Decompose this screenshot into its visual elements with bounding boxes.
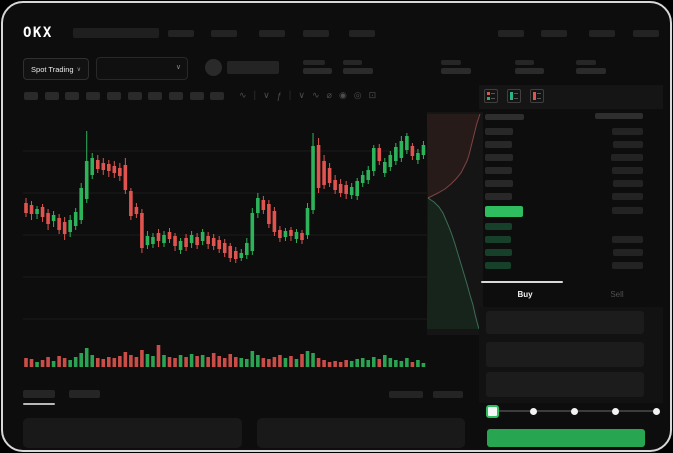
stat-label-placeholder — [441, 60, 461, 65]
ask-amount-placeholder — [612, 128, 643, 135]
timeframe-button[interactable] — [210, 92, 225, 100]
timeframe-button[interactable] — [148, 92, 163, 100]
okx-logo[interactable]: OKX — [23, 25, 53, 41]
chart-type-chevron-icon[interactable]: ∨ — [263, 90, 270, 100]
ask-price-placeholder — [485, 141, 512, 148]
nav-utility-placeholder[interactable] — [589, 30, 615, 37]
line-chart-icon[interactable]: ∿ — [239, 90, 247, 100]
settings-icon[interactable]: ◎ — [353, 90, 362, 100]
nav-utility-placeholder[interactable] — [633, 30, 659, 37]
pair-avatar — [205, 59, 222, 76]
market-type-label: Spot Trading — [31, 64, 74, 74]
bottom-panel-control-0[interactable] — [389, 391, 423, 398]
ask-amount-placeholder — [612, 193, 643, 200]
last-price-badge — [485, 206, 523, 217]
nav-utility-placeholder[interactable] — [498, 30, 524, 37]
bottom-info-panel-1 — [257, 418, 465, 448]
bid-price-placeholder — [485, 236, 511, 243]
stat-label-placeholder — [303, 60, 325, 65]
book-bids-icon[interactable] — [507, 89, 521, 103]
pair-name-placeholder — [227, 61, 279, 74]
stat-label-placeholder — [576, 60, 596, 65]
book-asks-icon[interactable] — [530, 89, 544, 103]
timeframe-button[interactable] — [127, 92, 142, 100]
slider-step-dot[interactable] — [529, 407, 537, 415]
slider-step-dot[interactable] — [570, 407, 578, 415]
nav-item-placeholder[interactable] — [303, 30, 329, 37]
ask-price-placeholder — [485, 180, 513, 187]
toolbar-separator: | — [288, 90, 292, 101]
nav-item-placeholder[interactable] — [349, 30, 375, 37]
bottom-tab-0[interactable] — [23, 390, 55, 398]
bid-price-placeholder — [485, 262, 511, 269]
nav-utility-placeholder[interactable] — [541, 30, 567, 37]
bottom-info-panel-0 — [23, 418, 242, 448]
stat-value-placeholder — [343, 68, 373, 74]
stat-value-placeholder — [515, 68, 544, 74]
ask-price-placeholder — [485, 167, 512, 174]
orderbook-col-header-price — [485, 114, 524, 120]
nav-item-placeholder[interactable] — [168, 30, 194, 37]
slider-handle[interactable] — [485, 405, 499, 418]
overlay-icon[interactable]: ∿ — [311, 90, 320, 100]
bottom-active-tab-underline — [23, 403, 55, 405]
bottom-tab-1[interactable] — [69, 390, 100, 398]
slider-step-dot[interactable] — [611, 407, 619, 415]
indicators-icon[interactable]: ƒ — [276, 90, 282, 101]
book-combined-icon[interactable] — [484, 89, 498, 103]
trading-pair-selector[interactable]: ∨ — [96, 57, 188, 80]
search-input[interactable] — [73, 28, 159, 38]
chevron-down-icon: ∨ — [76, 66, 81, 73]
ask-amount-placeholder — [613, 180, 643, 187]
timeframe-button[interactable] — [65, 92, 80, 100]
timeframe-button[interactable] — [189, 92, 204, 100]
stat-label-placeholder — [515, 60, 534, 65]
indicators-chevron-icon[interactable]: ∨ — [298, 90, 305, 100]
bid-price-placeholder — [485, 223, 512, 230]
stat-label-placeholder — [343, 60, 362, 65]
timeframe-button[interactable] — [86, 92, 101, 100]
nav-item-placeholder[interactable] — [259, 30, 285, 37]
ask-price-placeholder — [485, 128, 513, 135]
ask-amount-placeholder — [613, 141, 643, 148]
candlestick-chart[interactable] — [3, 3, 672, 452]
bid-amount-placeholder — [613, 249, 643, 256]
orderbook-mode-switcher — [484, 89, 544, 103]
orderbook-col-header-amount — [595, 113, 643, 119]
drawing-tools-icon[interactable]: ⌀ — [326, 90, 332, 100]
fullscreen-icon[interactable]: ⊡ — [368, 90, 377, 100]
stat-value-placeholder — [576, 68, 606, 74]
tab-sell[interactable]: Sell — [610, 289, 624, 299]
order-input-1[interactable] — [486, 342, 644, 367]
slider-step-dot[interactable] — [652, 407, 660, 415]
chevron-down-icon: ∨ — [175, 64, 181, 71]
stat-value-placeholder — [441, 68, 471, 74]
timeframe-button[interactable] — [24, 92, 38, 100]
order-input-2[interactable] — [486, 372, 644, 397]
ask-amount-placeholder — [611, 154, 643, 161]
ask-price-placeholder — [485, 154, 513, 161]
bid-price-placeholder — [485, 249, 512, 256]
toolbar-separator: | — [253, 90, 257, 101]
market-type-selector[interactable]: Spot Trading ∨ — [23, 58, 89, 80]
trade-tabs: Buy Sell — [479, 281, 663, 307]
ask-price-placeholder — [485, 193, 512, 200]
tab-buy[interactable]: Buy — [517, 289, 533, 299]
timeframe-button[interactable] — [44, 92, 59, 100]
chart-toolbar-icons: ∿ | ∨ ƒ | ∨ ∿ ⌀ ◉ ◎ ⊡ — [239, 90, 376, 101]
last-amount-placeholder — [612, 207, 643, 214]
timeframe-button[interactable] — [106, 92, 121, 100]
order-input-0[interactable] — [486, 311, 644, 334]
active-tab-indicator — [481, 281, 563, 283]
bid-amount-placeholder — [612, 236, 643, 243]
ask-amount-placeholder — [612, 167, 643, 174]
bid-amount-placeholder — [612, 262, 643, 269]
nav-item-placeholder[interactable] — [211, 30, 237, 37]
timeframe-button[interactable] — [168, 92, 183, 100]
stat-value-placeholder — [303, 68, 332, 74]
bottom-panel-control-1[interactable] — [433, 391, 463, 398]
buy-submit-button[interactable] — [487, 429, 645, 447]
camera-icon[interactable]: ◉ — [338, 90, 347, 100]
